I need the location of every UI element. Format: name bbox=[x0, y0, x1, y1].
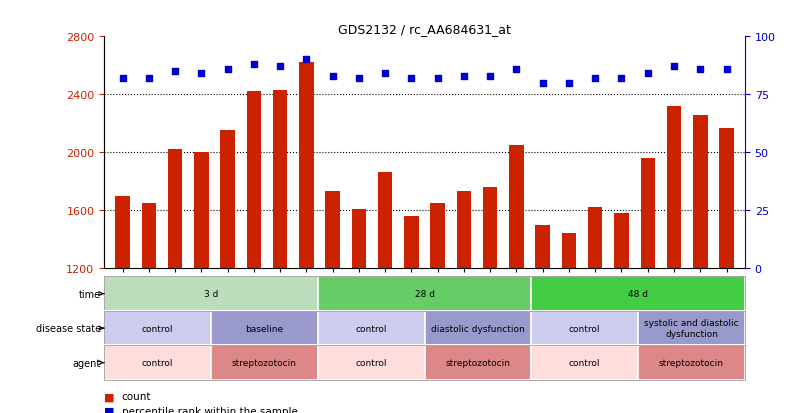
Point bbox=[379, 71, 392, 78]
Text: streptozotocin: streptozotocin bbox=[659, 358, 724, 367]
Bar bbox=[430, 203, 445, 413]
Point bbox=[562, 80, 575, 87]
Point bbox=[300, 57, 312, 64]
Point bbox=[352, 76, 365, 82]
Point bbox=[195, 71, 207, 78]
Point bbox=[720, 66, 733, 73]
Bar bbox=[273, 90, 288, 413]
Bar bbox=[318, 346, 425, 380]
Bar bbox=[318, 311, 425, 346]
Bar bbox=[104, 346, 745, 380]
Bar bbox=[115, 196, 130, 413]
Bar bbox=[457, 192, 471, 413]
Text: control: control bbox=[142, 324, 173, 333]
Text: ■: ■ bbox=[104, 406, 118, 413]
Point bbox=[248, 62, 260, 68]
Bar bbox=[483, 188, 497, 413]
Text: control: control bbox=[356, 358, 387, 367]
Bar bbox=[104, 277, 318, 311]
Text: 28 d: 28 d bbox=[415, 290, 434, 299]
Text: count: count bbox=[122, 392, 151, 401]
Text: control: control bbox=[142, 358, 173, 367]
Text: baseline: baseline bbox=[245, 324, 284, 333]
Point bbox=[510, 66, 523, 73]
Point bbox=[116, 76, 129, 82]
Bar bbox=[614, 214, 629, 413]
Bar bbox=[719, 128, 734, 413]
Point bbox=[274, 64, 287, 71]
Bar bbox=[318, 277, 531, 311]
Point bbox=[405, 76, 418, 82]
Point bbox=[457, 73, 470, 80]
Bar bbox=[531, 277, 745, 311]
Bar bbox=[325, 192, 340, 413]
Text: control: control bbox=[569, 358, 601, 367]
Bar bbox=[104, 277, 745, 311]
Bar bbox=[666, 107, 681, 413]
Bar bbox=[211, 311, 318, 346]
Point bbox=[694, 66, 706, 73]
Text: systolic and diastolic
dysfunction: systolic and diastolic dysfunction bbox=[644, 319, 739, 338]
Text: ■: ■ bbox=[104, 392, 118, 401]
Bar bbox=[299, 63, 313, 413]
Point bbox=[589, 76, 602, 82]
Bar bbox=[247, 92, 261, 413]
Bar bbox=[588, 208, 602, 413]
Bar bbox=[104, 346, 211, 380]
Bar bbox=[641, 159, 655, 413]
Bar bbox=[693, 115, 707, 413]
Point bbox=[221, 66, 234, 73]
Title: GDS2132 / rc_AA684631_at: GDS2132 / rc_AA684631_at bbox=[338, 23, 511, 36]
Bar bbox=[531, 311, 638, 346]
Text: streptozotocin: streptozotocin bbox=[445, 358, 510, 367]
Text: 48 d: 48 d bbox=[628, 290, 648, 299]
Bar bbox=[425, 346, 531, 380]
Point bbox=[667, 64, 680, 71]
Bar bbox=[638, 311, 745, 346]
Bar bbox=[562, 234, 576, 413]
Bar bbox=[104, 311, 211, 346]
Bar bbox=[425, 311, 531, 346]
Bar bbox=[220, 131, 235, 413]
Bar bbox=[142, 203, 156, 413]
Text: diastolic dysfunction: diastolic dysfunction bbox=[431, 324, 525, 333]
Bar bbox=[104, 311, 745, 346]
Text: disease state: disease state bbox=[36, 323, 104, 333]
Bar bbox=[531, 346, 638, 380]
Bar bbox=[194, 153, 208, 413]
Text: streptozotocin: streptozotocin bbox=[231, 358, 297, 367]
Text: percentile rank within the sample: percentile rank within the sample bbox=[122, 406, 298, 413]
Bar bbox=[211, 346, 318, 380]
Text: control: control bbox=[569, 324, 601, 333]
Bar bbox=[378, 173, 392, 413]
Bar bbox=[168, 150, 183, 413]
Text: time: time bbox=[78, 289, 104, 299]
Text: control: control bbox=[356, 324, 387, 333]
Point bbox=[537, 80, 549, 87]
Bar bbox=[509, 145, 524, 413]
Text: agent: agent bbox=[73, 358, 104, 368]
Point bbox=[143, 76, 155, 82]
Bar bbox=[536, 225, 550, 413]
Point bbox=[642, 71, 654, 78]
Point bbox=[326, 73, 339, 80]
Point bbox=[615, 76, 628, 82]
Bar bbox=[405, 216, 419, 413]
Point bbox=[431, 76, 444, 82]
Point bbox=[484, 73, 497, 80]
Point bbox=[169, 69, 182, 75]
Bar bbox=[352, 209, 366, 413]
Text: 3 d: 3 d bbox=[203, 290, 218, 299]
Bar bbox=[638, 346, 745, 380]
